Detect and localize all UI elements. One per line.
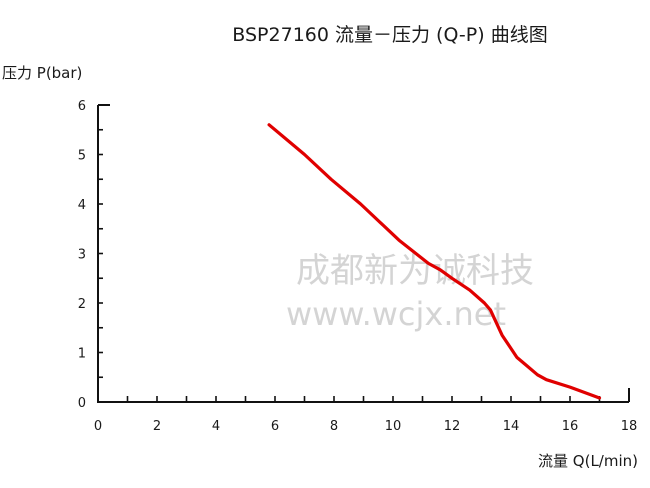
axis-ticks <box>98 128 601 402</box>
x-tick-label: 8 <box>330 419 338 434</box>
x-tick-label: 14 <box>503 419 520 434</box>
qp-curve-line <box>267 123 602 400</box>
x-tick-label: 18 <box>621 419 638 434</box>
x-tick-label: 16 <box>562 419 579 434</box>
y-tick-label: 1 <box>78 347 86 362</box>
y-tick-label: 6 <box>78 99 86 114</box>
chart-title: BSP27160 流量－压力 (Q-P) 曲线图 <box>232 24 548 46</box>
x-tick-label: 12 <box>444 419 461 434</box>
y-tick-label: 5 <box>78 149 86 164</box>
x-tick-label: 4 <box>212 419 220 434</box>
y-tick-label: 2 <box>78 297 86 312</box>
x-axis-label: 流量 Q(L/min) <box>538 452 638 470</box>
x-tick-label: 2 <box>153 419 161 434</box>
y-tick-label: 4 <box>78 198 86 213</box>
x-tick-label: 0 <box>94 419 102 434</box>
y-tick-label: 3 <box>78 248 86 263</box>
watermark-url: www.wcjx.net <box>286 295 506 333</box>
x-tick-label: 10 <box>385 419 402 434</box>
y-axis-label: 压力 P(bar) <box>2 64 83 82</box>
watermark-company: 成都新为诚科技 <box>296 251 534 291</box>
watermark: 成都新为诚科技 www.wcjx.net <box>286 251 534 333</box>
x-tick-label: 6 <box>271 419 279 434</box>
y-tick-label: 0 <box>78 396 86 411</box>
